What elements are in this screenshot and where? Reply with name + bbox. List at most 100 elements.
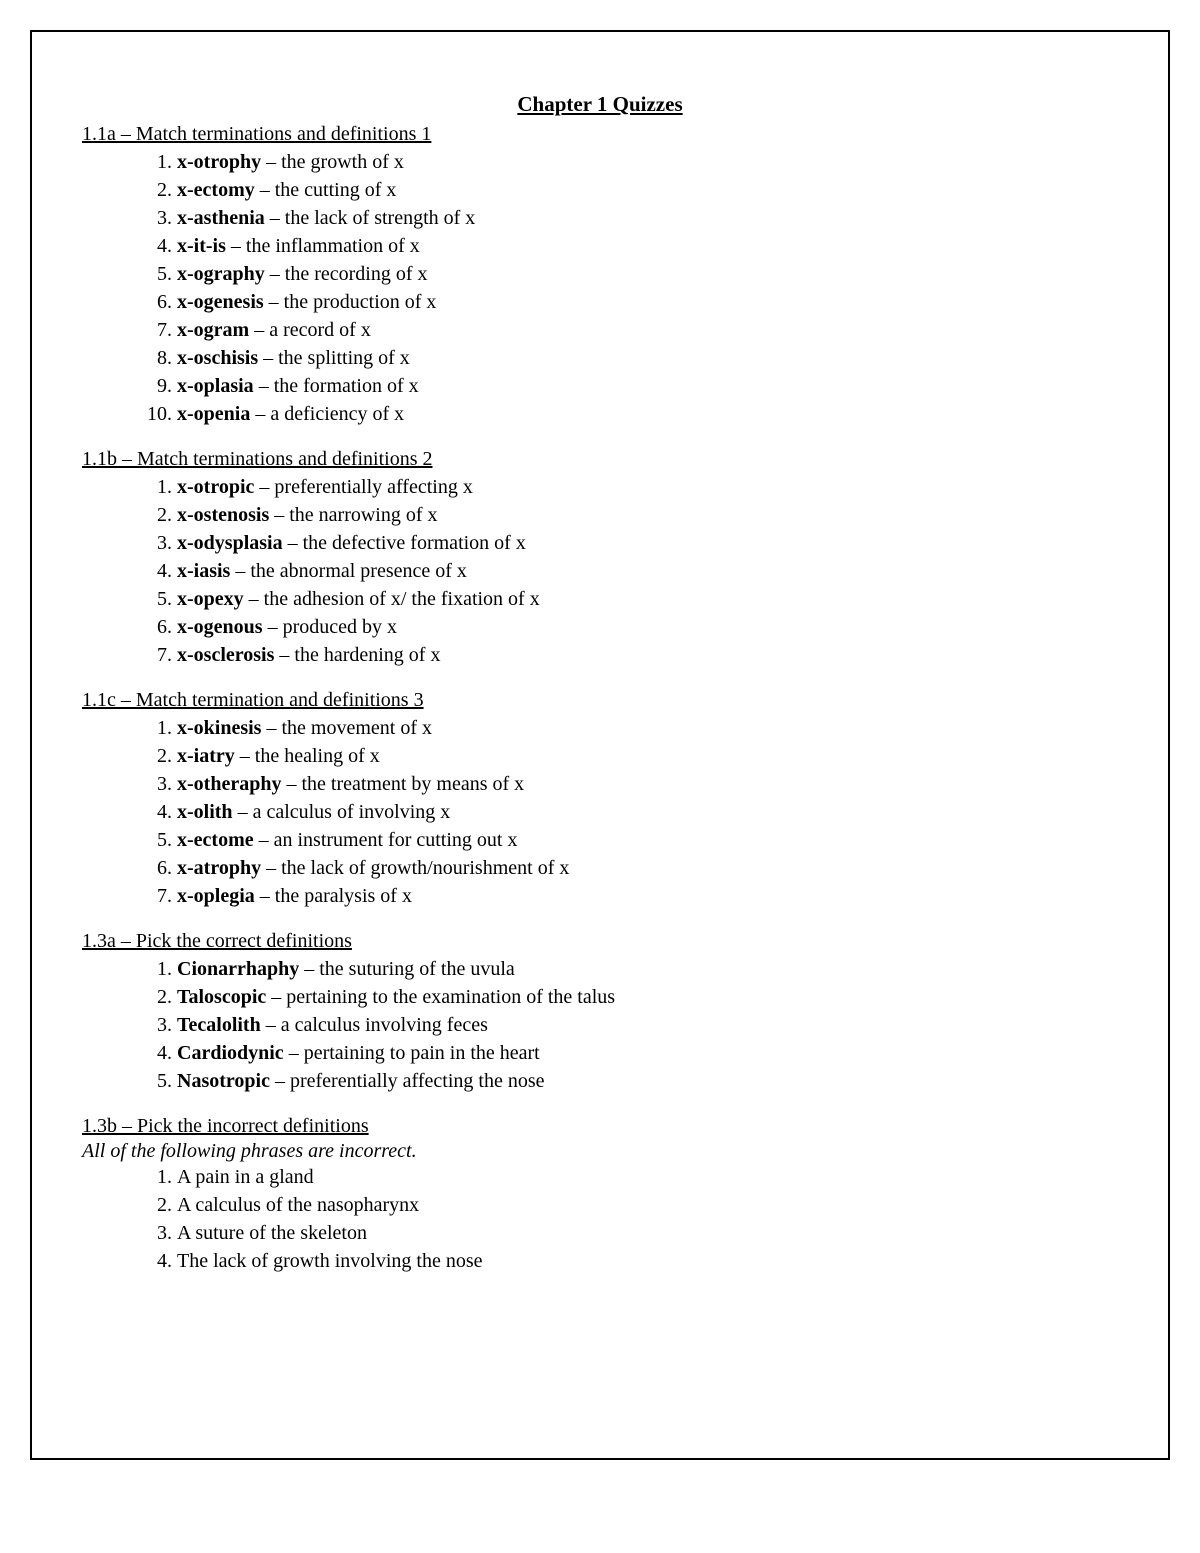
item-content: x-ectomy – the cutting of x (177, 176, 396, 204)
item-definition: pertaining to the examination of the tal… (286, 986, 615, 1008)
item-separator: – (261, 1014, 281, 1036)
item-definition: the hardening of x (294, 644, 440, 666)
list-item: 4.x-olith – a calculus of involving x (142, 798, 1118, 826)
item-number: 9. (142, 372, 177, 400)
item-separator: – (299, 958, 319, 980)
item-definition: the formation of x (274, 375, 419, 397)
item-separator: – (261, 151, 281, 173)
item-term: x-ogenous (177, 616, 263, 638)
item-definition: a deficiency of x (270, 403, 404, 425)
item-number: 6. (142, 613, 177, 641)
list-item: 5.x-opexy – the adhesion of x/ the fixat… (142, 585, 1118, 613)
item-separator: – (254, 829, 274, 851)
item-term: x-okinesis (177, 717, 261, 739)
list-item: 7.x-oplegia – the paralysis of x (142, 882, 1118, 910)
item-term: x-oschisis (177, 347, 258, 369)
item-content: x-odysplasia – the defective formation o… (177, 529, 526, 557)
item-term: x-otheraphy (177, 773, 281, 795)
item-content: x-atrophy – the lack of growth/nourishme… (177, 854, 569, 882)
item-separator: – (263, 616, 283, 638)
item-number: 7. (142, 641, 177, 669)
item-term: x-opexy (177, 588, 244, 610)
item-separator: – (283, 532, 303, 554)
item-number: 2. (142, 1191, 177, 1219)
item-number: 3. (142, 529, 177, 557)
item-definition: the inflammation of x (246, 235, 420, 257)
item-separator: – (254, 476, 274, 498)
item-number: 2. (142, 176, 177, 204)
item-definition: the defective formation of x (303, 532, 526, 554)
item-definition: pertaining to pain in the heart (304, 1042, 540, 1064)
list-item: 3.x-odysplasia – the defective formation… (142, 529, 1118, 557)
item-number: 5. (142, 1067, 177, 1095)
item-term: Cardiodynic (177, 1042, 284, 1064)
item-number: 1. (142, 148, 177, 176)
list-item: 10.x-openia – a deficiency of x (142, 400, 1118, 428)
list-item: 3.x-asthenia – the lack of strength of x (142, 204, 1118, 232)
item-content: x-oplegia – the paralysis of x (177, 882, 412, 910)
item-term: x-olith (177, 801, 233, 823)
item-definition: the paralysis of x (275, 885, 412, 907)
item-number: 3. (142, 770, 177, 798)
item-number: 4. (142, 1039, 177, 1067)
item-term: x-ogenesis (177, 291, 264, 313)
list-item: 7.x-osclerosis – the hardening of x (142, 641, 1118, 669)
item-content: x-oschisis – the splitting of x (177, 344, 410, 372)
item-separator: – (233, 801, 253, 823)
section-heading: 1.3b – Pick the incorrect definitions (82, 1115, 1118, 1138)
item-definition: produced by x (283, 616, 397, 638)
item-number: 4. (142, 557, 177, 585)
item-term: x-iasis (177, 560, 230, 582)
item-separator: – (266, 986, 286, 1008)
item-content: A calculus of the nasopharynx (177, 1191, 419, 1219)
item-separator: – (270, 1070, 290, 1092)
section-heading: 1.1b – Match terminations and definition… (82, 448, 1118, 471)
list-item: 3.A suture of the skeleton (142, 1219, 1118, 1247)
item-term: x-asthenia (177, 207, 265, 229)
item-definition: the splitting of x (278, 347, 410, 369)
item-separator: – (255, 885, 275, 907)
item-term: x-it-is (177, 235, 226, 257)
item-separator: – (249, 319, 269, 341)
item-content: x-otropic – preferentially affecting x (177, 473, 473, 501)
item-separator: – (265, 263, 285, 285)
item-number: 4. (142, 232, 177, 260)
item-content: x-asthenia – the lack of strength of x (177, 204, 475, 232)
list-item: 4.Cardiodynic – pertaining to pain in th… (142, 1039, 1118, 1067)
item-definition: the suturing of the uvula (319, 958, 515, 980)
item-definition: the lack of strength of x (285, 207, 476, 229)
list-item: 4.The lack of growth involving the nose (142, 1247, 1118, 1275)
item-definition: preferentially affecting the nose (290, 1070, 545, 1092)
item-content: x-ogenous – produced by x (177, 613, 397, 641)
list-item: 8.x-oschisis – the splitting of x (142, 344, 1118, 372)
item-term: x-ectome (177, 829, 254, 851)
item-number: 7. (142, 882, 177, 910)
list-item: 2.x-iatry – the healing of x (142, 742, 1118, 770)
list-item: 3.Tecalolith – a calculus involving fece… (142, 1011, 1118, 1039)
item-definition: the treatment by means of x (301, 773, 524, 795)
item-definition: A pain in a gland (177, 1166, 314, 1188)
item-definition: the abnormal presence of x (250, 560, 467, 582)
item-separator: – (265, 207, 285, 229)
item-separator: – (261, 717, 281, 739)
item-content: x-ostenosis – the narrowing of x (177, 501, 438, 529)
item-content: A suture of the skeleton (177, 1219, 367, 1247)
item-content: Tecalolith – a calculus involving feces (177, 1011, 488, 1039)
list-item: 9.x-oplasia – the formation of x (142, 372, 1118, 400)
item-definition: A calculus of the nasopharynx (177, 1194, 419, 1216)
item-definition: preferentially affecting x (274, 476, 472, 498)
list-item: 5.x-ectome – an instrument for cutting o… (142, 826, 1118, 854)
item-content: x-otheraphy – the treatment by means of … (177, 770, 524, 798)
list-item: 2.A calculus of the nasopharynx (142, 1191, 1118, 1219)
list-item: 3.x-otheraphy – the treatment by means o… (142, 770, 1118, 798)
list-item: 1.A pain in a gland (142, 1163, 1118, 1191)
item-list: 1.Cionarrhaphy – the suturing of the uvu… (142, 955, 1118, 1095)
item-term: x-openia (177, 403, 250, 425)
item-number: 1. (142, 955, 177, 983)
item-term: x-ography (177, 263, 265, 285)
item-term: x-oplasia (177, 375, 254, 397)
sections-container: 1.1a – Match terminations and definition… (82, 123, 1118, 1275)
item-definition: a calculus involving feces (281, 1014, 488, 1036)
item-definition: the healing of x (255, 745, 380, 767)
item-number: 6. (142, 288, 177, 316)
